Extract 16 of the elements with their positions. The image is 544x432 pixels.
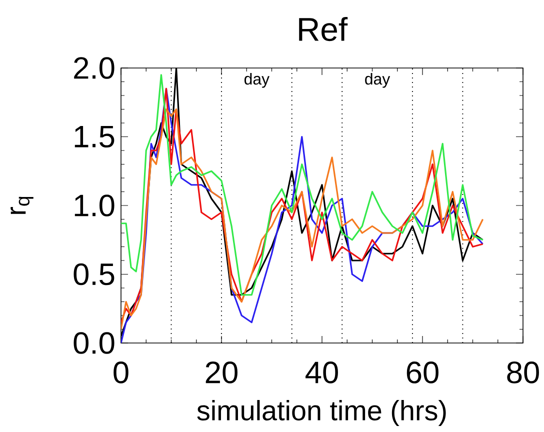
y-tick-label: 1.0 [74,194,114,216]
y-axis-title: r$_{q}$ [10,196,34,214]
y-tick-label: 0.5 [74,263,114,286]
annotation: day [365,72,390,88]
y-tick-label: 2.0 [74,57,114,79]
x-tick-label: 40 [306,362,338,384]
x-axis-title: simulation time (hrs) [197,400,446,426]
annotation: day [244,72,270,88]
y-tick-label: 1.5 [74,126,114,148]
line-series [121,74,484,296]
x-tick-label: 0 [114,362,128,384]
x-tick-label: 60 [406,362,438,384]
chart-title: Ref [299,16,348,42]
y-tick-label: 0.0 [74,332,114,354]
x-tick-label: 20 [206,362,238,384]
x-tick-label: 80 [507,362,539,384]
